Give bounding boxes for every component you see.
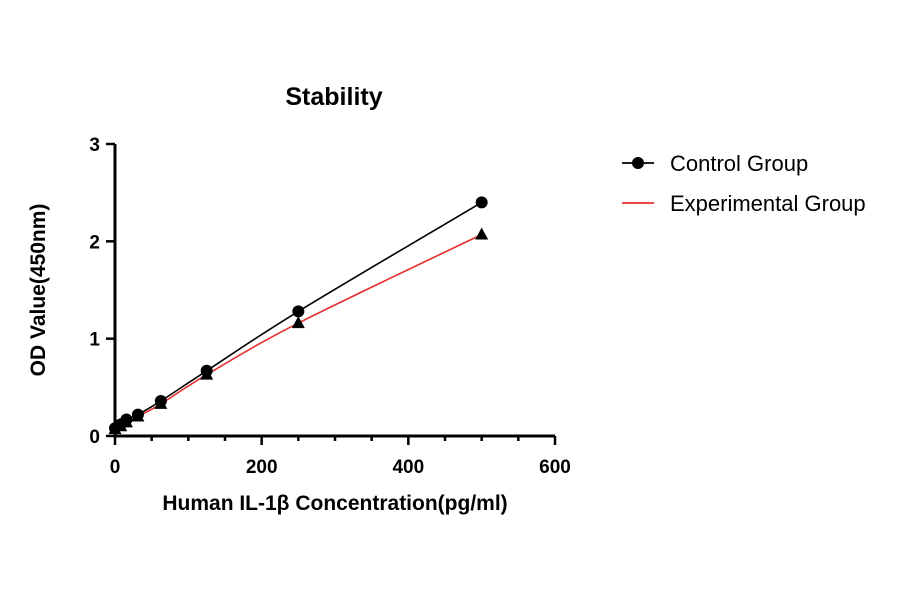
x-tick-label: 0 xyxy=(110,457,121,478)
legend-item-experimental-group: Experimental Group xyxy=(622,191,866,216)
x-tick-label: 600 xyxy=(539,457,571,478)
chart-title: Stability xyxy=(285,83,382,111)
y-axis-ticks: 0 1 2 3 xyxy=(89,135,115,448)
data-point-experimental-group xyxy=(475,227,489,240)
legend-swatch-marker xyxy=(632,157,644,169)
series-control-group xyxy=(109,196,488,435)
data-point-control-group xyxy=(131,408,144,421)
data-point-control-group xyxy=(120,413,133,426)
data-point-control-group xyxy=(200,364,213,377)
legend-label: Experimental Group xyxy=(670,191,866,216)
y-tick-label: 0 xyxy=(89,427,100,448)
x-tick-label: 200 xyxy=(246,457,278,478)
y-tick-label: 1 xyxy=(89,330,100,351)
y-tick-label: 3 xyxy=(89,135,100,156)
series-line-experimental-group xyxy=(114,233,483,430)
y-tick-label: 2 xyxy=(89,232,100,253)
legend-label: Control Group xyxy=(670,151,808,176)
data-point-control-group xyxy=(154,394,167,407)
x-tick-label: 400 xyxy=(392,457,424,478)
x-axis-label: Human IL-1β Concentration(pg/ml) xyxy=(162,492,507,515)
y-axis-label: OD Value(450nm) xyxy=(27,204,50,377)
data-point-control-group xyxy=(475,196,488,209)
plot-area xyxy=(108,196,489,435)
x-axis-ticks: 0 200 400 600 xyxy=(110,436,571,478)
data-point-experimental-group xyxy=(291,316,305,329)
legend-item-control-group: Control Group xyxy=(622,151,808,176)
legend: Control Group Experimental Group xyxy=(622,151,866,216)
data-point-control-group xyxy=(292,305,305,318)
